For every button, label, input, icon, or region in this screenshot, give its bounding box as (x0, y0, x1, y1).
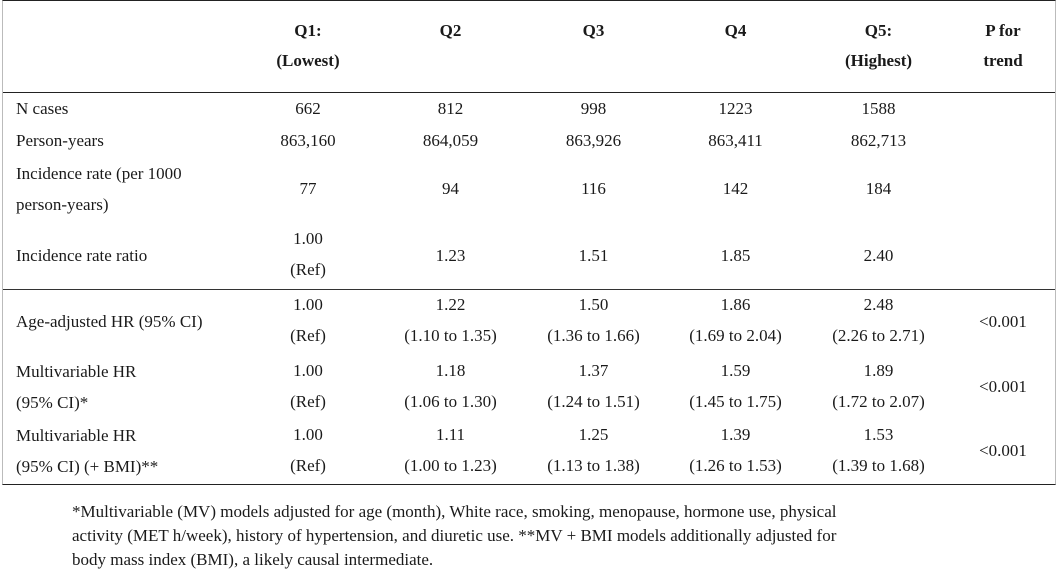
table-cell: 1.51 (578, 246, 609, 265)
table-row-multivariable-bmi: Multivariable HR (95% CI) (+ BMI)** 1.00… (3, 420, 1055, 484)
table-cell: 863,411 (708, 131, 763, 150)
table-cell: 1.00 (293, 361, 323, 380)
table-cell: 1.11 (435, 425, 466, 444)
table-cell: 94 (442, 179, 459, 198)
results-table: Q1: (Lowest) Q2 Q3 Q4 Q5: (Highest) P fo… (2, 0, 1056, 485)
table-cell: 863,926 (565, 131, 622, 150)
table-cell: 1.22 (435, 295, 466, 314)
table-cell: 184 (865, 179, 892, 198)
table-cell: 1.37 (578, 361, 609, 380)
header-q5: Q5: (Highest) (844, 21, 913, 70)
row-label: person-years) (16, 195, 109, 214)
table-cell: 1.25 (578, 425, 609, 444)
table-cell: 863,160 (280, 131, 336, 150)
table-cell: (1.13 to 1.38) (547, 456, 640, 475)
row-label: (95% CI)* (16, 393, 89, 412)
table-cell: (1.72 to 2.07) (832, 392, 925, 411)
table-row-person-years: Person-years 863,160 864,059 863,926 863… (3, 125, 1055, 158)
header-q3: Q3 (582, 21, 605, 40)
table-cell: 864,059 (422, 131, 479, 150)
table-cell: (1.00 to 1.23) (404, 456, 497, 475)
table-cell: (1.45 to 1.75) (689, 392, 782, 411)
header-p-trend: P for trend (983, 21, 1023, 70)
row-label: Multivariable HR (16, 426, 137, 445)
table-row-age-adjusted: Age-adjusted HR (95% CI) 1.00 (Ref) 1.22… (3, 290, 1055, 356)
table-cell: 998 (580, 99, 607, 118)
table-cell: 1.18 (435, 361, 466, 380)
table-cell: 1.00 (293, 295, 323, 314)
row-label: Age-adjusted HR (95% CI) (16, 312, 203, 331)
p-trend-value: <0.001 (979, 312, 1027, 331)
row-label: (95% CI) (+ BMI)** (16, 457, 159, 476)
header-q1: Q1: (Lowest) (276, 21, 340, 70)
table-cell: 2.40 (863, 246, 894, 265)
table-cell: (1.36 to 1.66) (547, 326, 640, 345)
table-cell: (1.06 to 1.30) (404, 392, 497, 411)
table-cell: 2.48 (863, 295, 894, 314)
table-cell: 1.86 (720, 295, 751, 314)
table-cell: 862,713 (850, 131, 907, 150)
table-cell: 116 (581, 179, 606, 198)
table-cell: (1.26 to 1.53) (689, 456, 782, 475)
table-cell: (1.69 to 2.04) (689, 326, 782, 345)
header-q4: Q4 (724, 21, 747, 40)
table-cell: (1.39 to 1.68) (832, 456, 925, 475)
table-cell: (Ref) (290, 392, 326, 411)
table-cell: 1.85 (720, 246, 751, 265)
row-label: Incidence rate (per 1000 (16, 164, 182, 183)
table-cell: (1.10 to 1.35) (404, 326, 497, 345)
table-cell: 1223 (718, 99, 753, 118)
row-label: Multivariable HR (16, 362, 137, 381)
table-cell: 142 (722, 179, 749, 198)
row-label: Person-years (16, 131, 104, 150)
table-cell: 1.23 (435, 246, 466, 265)
row-label: Incidence rate ratio (16, 246, 148, 265)
table-cell: 1.89 (863, 361, 894, 380)
table-cell: (Ref) (290, 326, 326, 345)
table-row-multivariable: Multivariable HR (95% CI)* 1.00 (Ref) 1.… (3, 356, 1055, 420)
table-row-incidence-rate: Incidence rate (per 1000 person-years) 7… (3, 158, 1055, 222)
header-q2: Q2 (439, 21, 462, 40)
p-trend-value: <0.001 (979, 441, 1027, 460)
table-cell: (1.24 to 1.51) (547, 392, 640, 411)
table-row-irr: Incidence rate ratio 1.00 (Ref) 1.23 1.5… (3, 222, 1055, 290)
table-header: Q1: (Lowest) Q2 Q3 Q4 Q5: (Highest) P fo… (3, 1, 1055, 93)
table-row-n-cases: N cases 662 812 998 1223 1588 (3, 93, 1055, 125)
table-cell: (Ref) (290, 260, 326, 279)
table-cell: 1.00 (293, 229, 323, 248)
table-cell: 1.59 (720, 361, 751, 380)
table-cell: 662 (295, 99, 321, 118)
table-cell: 1.50 (578, 295, 609, 314)
table-cell: 1.53 (863, 425, 894, 444)
p-trend-value: <0.001 (979, 377, 1027, 396)
table-cell: 77 (299, 179, 317, 198)
table-cell: 1.39 (720, 425, 751, 444)
row-label: N cases (16, 99, 69, 118)
table-cell: 812 (437, 99, 464, 118)
table-cell: 1588 (861, 99, 896, 118)
table-cell: 1.00 (293, 425, 323, 444)
table-footnote: *Multivariable (MV) models adjusted for … (72, 502, 837, 569)
table-cell: (Ref) (290, 456, 326, 475)
table-cell: (2.26 to 2.71) (832, 326, 925, 345)
